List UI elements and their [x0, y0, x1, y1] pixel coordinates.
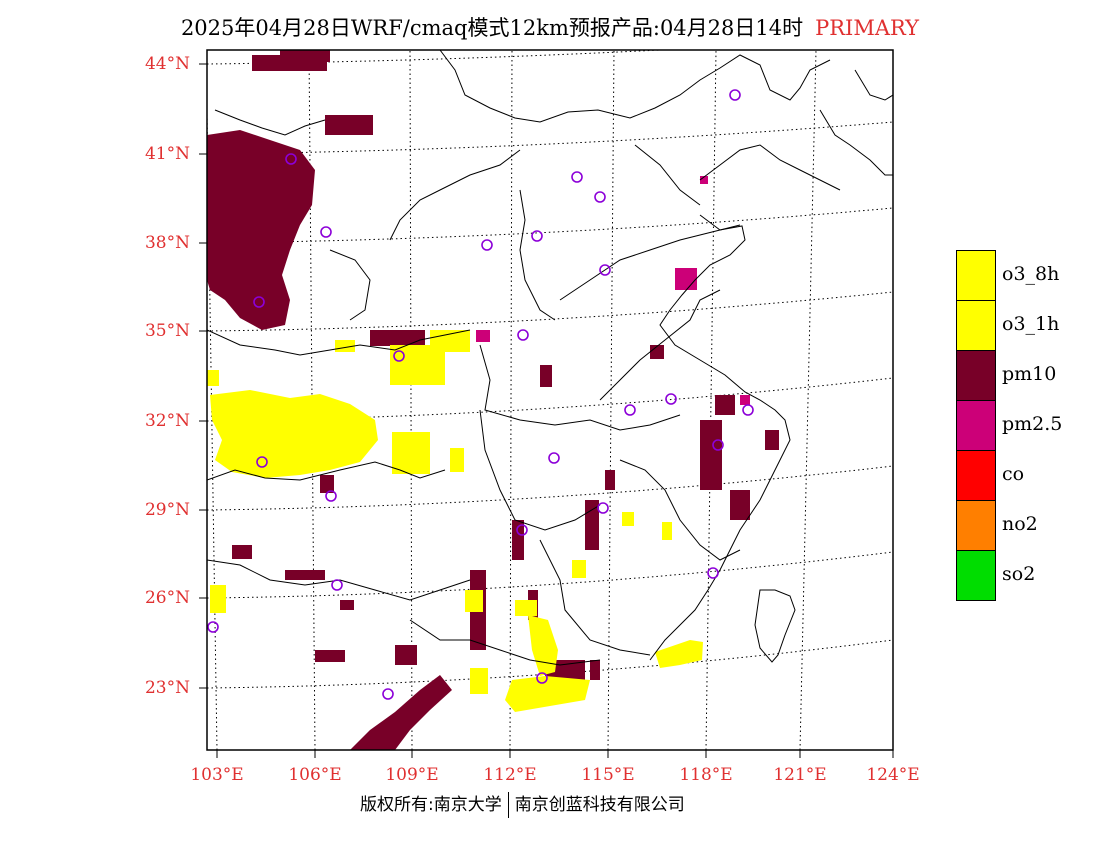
- map-frame: [206, 49, 894, 751]
- legend-swatch-co: [956, 450, 996, 501]
- map-title: 2025年04月28日WRF/cmaq模式12km预报产品:04月28日14时 P…: [0, 12, 1100, 42]
- primary-tag: PRIMARY: [815, 16, 920, 40]
- credit-separator: [507, 792, 509, 818]
- boundary-lines: [207, 50, 831, 666]
- axis-ticks: [199, 63, 894, 758]
- lon-label-103: 103°E: [190, 765, 244, 785]
- legend-swatch-pm25: [956, 400, 996, 451]
- station-markers: [207, 89, 754, 700]
- legend-swatch-so2: [956, 550, 996, 601]
- legend-label-o3-1h: o3_1h: [1002, 313, 1060, 335]
- lon-label-106: 106°E: [288, 765, 342, 785]
- lon-label-112: 112°E: [483, 765, 537, 785]
- pm25-regions: [476, 176, 750, 405]
- copyright-credit: 版权所有:南京大学 南京创蓝科技有限公司: [360, 790, 685, 818]
- lon-label-118: 118°E: [679, 765, 733, 785]
- lat-label-23: 23°N: [144, 678, 190, 698]
- lon-label-109: 109°E: [385, 765, 439, 785]
- legend-swatch-pm10: [956, 350, 996, 401]
- legend-label-no2: no2: [1002, 513, 1038, 535]
- legend-swatch-o3-1h: [956, 300, 996, 351]
- legend-label-co: co: [1002, 463, 1025, 485]
- coastline: [649, 69, 893, 663]
- legend-label-pm10: pm10: [1002, 363, 1057, 385]
- lon-label-115: 115°E: [581, 765, 635, 785]
- lat-label-41: 41°N: [144, 144, 190, 164]
- lat-label-26: 26°N: [144, 588, 190, 608]
- lat-label-29: 29°N: [144, 500, 190, 520]
- legend-swatch-no2: [956, 500, 996, 551]
- lat-label-32: 32°N: [144, 411, 190, 431]
- legend-label-pm25: pm2.5: [1002, 413, 1063, 435]
- lon-label-121: 121°E: [773, 765, 827, 785]
- lon-label-124: 124°E: [866, 765, 920, 785]
- credit-left: 版权所有:南京大学: [360, 795, 502, 815]
- legend-swatch-o3-8h: [956, 250, 996, 301]
- latitude-gridlines: [207, 50, 893, 689]
- map-title-main: 2025年04月28日WRF/cmaq模式12km预报产品:04月28日14时: [180, 16, 804, 40]
- lat-label-35: 35°N: [144, 321, 190, 341]
- legend-label-o3-8h: o3_8h: [1002, 263, 1060, 285]
- o3-regions: [207, 330, 703, 712]
- credit-right: 南京创蓝科技有限公司: [514, 795, 685, 815]
- lat-label-38: 38°N: [144, 233, 190, 253]
- legend-label-so2: so2: [1002, 563, 1036, 585]
- lat-label-44: 44°N: [144, 54, 190, 74]
